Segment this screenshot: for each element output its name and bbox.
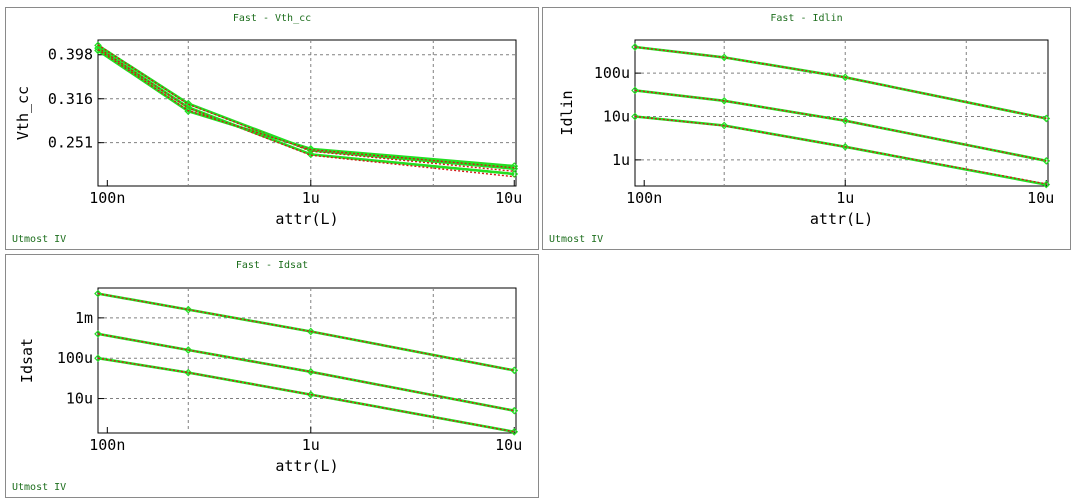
- y-tick-label: 10u: [603, 108, 630, 126]
- measured-data-point: [184, 346, 193, 354]
- x-tick-label: 10u: [495, 436, 522, 454]
- y-axis-label: Vth_cc: [14, 86, 32, 140]
- measured-data-point: [94, 46, 102, 55]
- x-axis-label: attr(L): [275, 457, 338, 475]
- chart-title: Fast - Idsat: [235, 260, 309, 271]
- footer-label: Utmost IV: [12, 482, 67, 493]
- plot-area-idlin: 100n 1u 10u 100u 10u 1u attr(L) Idlin: [558, 39, 1054, 228]
- x-tick-label: 1u: [302, 436, 320, 454]
- measured-data-point: [1042, 180, 1051, 189]
- simulated-series-line: [97, 333, 515, 412]
- measured-data-point: [510, 427, 519, 436]
- y-tick-label: 100u: [57, 349, 93, 367]
- measured-data-point: [184, 99, 193, 108]
- measured-data-point: [306, 390, 315, 399]
- measured-data-point: [94, 41, 102, 50]
- measured-data-point: [631, 86, 639, 95]
- measured-data-point: [841, 142, 850, 151]
- x-tick-label: 10u: [1027, 189, 1054, 207]
- measured-data-point: [94, 289, 102, 298]
- measured-data-point: [510, 366, 519, 375]
- x-tick-label: 10u: [495, 189, 522, 207]
- measured-data-point: [306, 145, 315, 153]
- measured-data-point: [94, 354, 102, 363]
- chart-panel-idsat: Fast - Idsat 100n 1u 10u 1m 100u 10u attr(L) Id…: [5, 254, 539, 498]
- y-tick-label: 10u: [66, 390, 93, 408]
- plot-frame: [634, 39, 1049, 187]
- chart-title: Fast - Idlin: [770, 13, 843, 24]
- measured-data-point: [306, 327, 315, 336]
- chart-title: Fast - Vth_cc: [232, 13, 312, 24]
- simulated-series-line: [97, 357, 515, 433]
- y-tick-label: 100u: [594, 64, 630, 82]
- measured-data-point: [306, 367, 315, 376]
- x-tick-label: 100n: [89, 189, 125, 207]
- plot-area-vth: 100n 1u 10u 0.398 0.316 0.251 attr(L) Vth_cc: [14, 39, 522, 228]
- measured-data-point: [631, 43, 639, 51]
- y-tick-label: 0.398: [48, 46, 93, 64]
- y-tick-label: 0.316: [48, 90, 93, 108]
- x-axis-label: attr(L): [275, 210, 338, 228]
- footer-label: Utmost IV: [549, 234, 604, 245]
- measured-data-point: [720, 121, 729, 130]
- y-tick-label: 1m: [75, 309, 93, 327]
- y-axis-label: Idlin: [558, 90, 576, 135]
- simulated-series-line: [97, 292, 515, 372]
- measured-data-point: [510, 406, 519, 415]
- y-tick-label: 0.251: [48, 134, 93, 152]
- x-tick-label: 100n: [626, 189, 662, 207]
- measured-data-point: [184, 305, 193, 314]
- plot-area-idsat: 100n 1u 10u 1m 100u 10u attr(L) Idsat: [18, 287, 522, 475]
- simulated-series-line: [634, 115, 1047, 185]
- x-tick-label: 1u: [836, 189, 854, 207]
- plot-frame: [97, 287, 517, 434]
- chart-panel-vth: Fast - Vth_cc 100n 1u 10u 0.398 0.316 0.251 at…: [5, 7, 539, 250]
- y-tick-label: 1u: [612, 151, 630, 169]
- chart-panel-idlin: Fast - Idlin 100n 1u 10u 100u 10u 1u attr(L) Id…: [542, 7, 1071, 250]
- y-axis-label: Idsat: [18, 338, 36, 383]
- measured-data-point: [1042, 114, 1051, 123]
- measured-data-point: [631, 112, 639, 121]
- simulated-series-line: [97, 49, 515, 169]
- footer-label: Utmost IV: [12, 234, 67, 245]
- measured-data-point: [841, 73, 850, 82]
- x-axis-label: attr(L): [810, 210, 873, 228]
- x-tick-label: 1u: [302, 189, 320, 207]
- measured-data-point: [510, 170, 519, 178]
- simulated-series-line: [634, 46, 1047, 120]
- simulated-series-line: [634, 89, 1047, 162]
- measured-data-point: [841, 116, 850, 125]
- measured-data-point: [184, 368, 193, 377]
- measured-data-point: [1042, 156, 1051, 165]
- measured-data-point: [94, 330, 102, 338]
- simulated-series-line: [97, 44, 515, 172]
- x-tick-label: 100n: [89, 436, 125, 454]
